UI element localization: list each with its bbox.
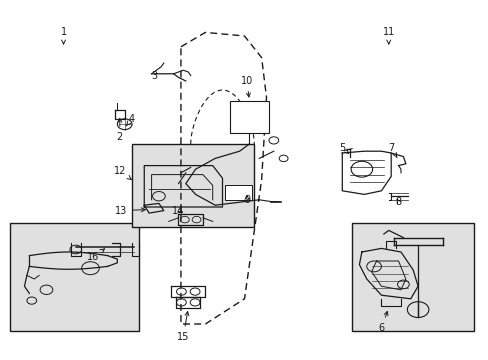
Text: 12: 12 bbox=[113, 166, 131, 180]
Text: 3: 3 bbox=[151, 71, 157, 81]
Text: 15: 15 bbox=[177, 312, 189, 342]
Text: 14: 14 bbox=[172, 206, 184, 216]
Text: 6: 6 bbox=[378, 311, 387, 333]
Bar bbox=[229, 101, 268, 133]
Text: 10: 10 bbox=[240, 76, 253, 97]
Bar bbox=[10, 223, 139, 331]
Text: 4: 4 bbox=[126, 114, 135, 126]
Text: 1: 1 bbox=[61, 27, 66, 44]
Text: 8: 8 bbox=[395, 197, 401, 207]
Text: 16: 16 bbox=[86, 249, 104, 262]
Text: 5: 5 bbox=[339, 143, 348, 153]
Bar bbox=[132, 144, 254, 227]
Text: 2: 2 bbox=[117, 118, 122, 142]
Text: 7: 7 bbox=[387, 143, 396, 158]
Text: 13: 13 bbox=[115, 206, 145, 216]
Text: 9: 9 bbox=[244, 195, 249, 205]
Text: 11: 11 bbox=[382, 27, 394, 44]
Bar bbox=[224, 185, 251, 200]
Bar bbox=[351, 223, 473, 331]
